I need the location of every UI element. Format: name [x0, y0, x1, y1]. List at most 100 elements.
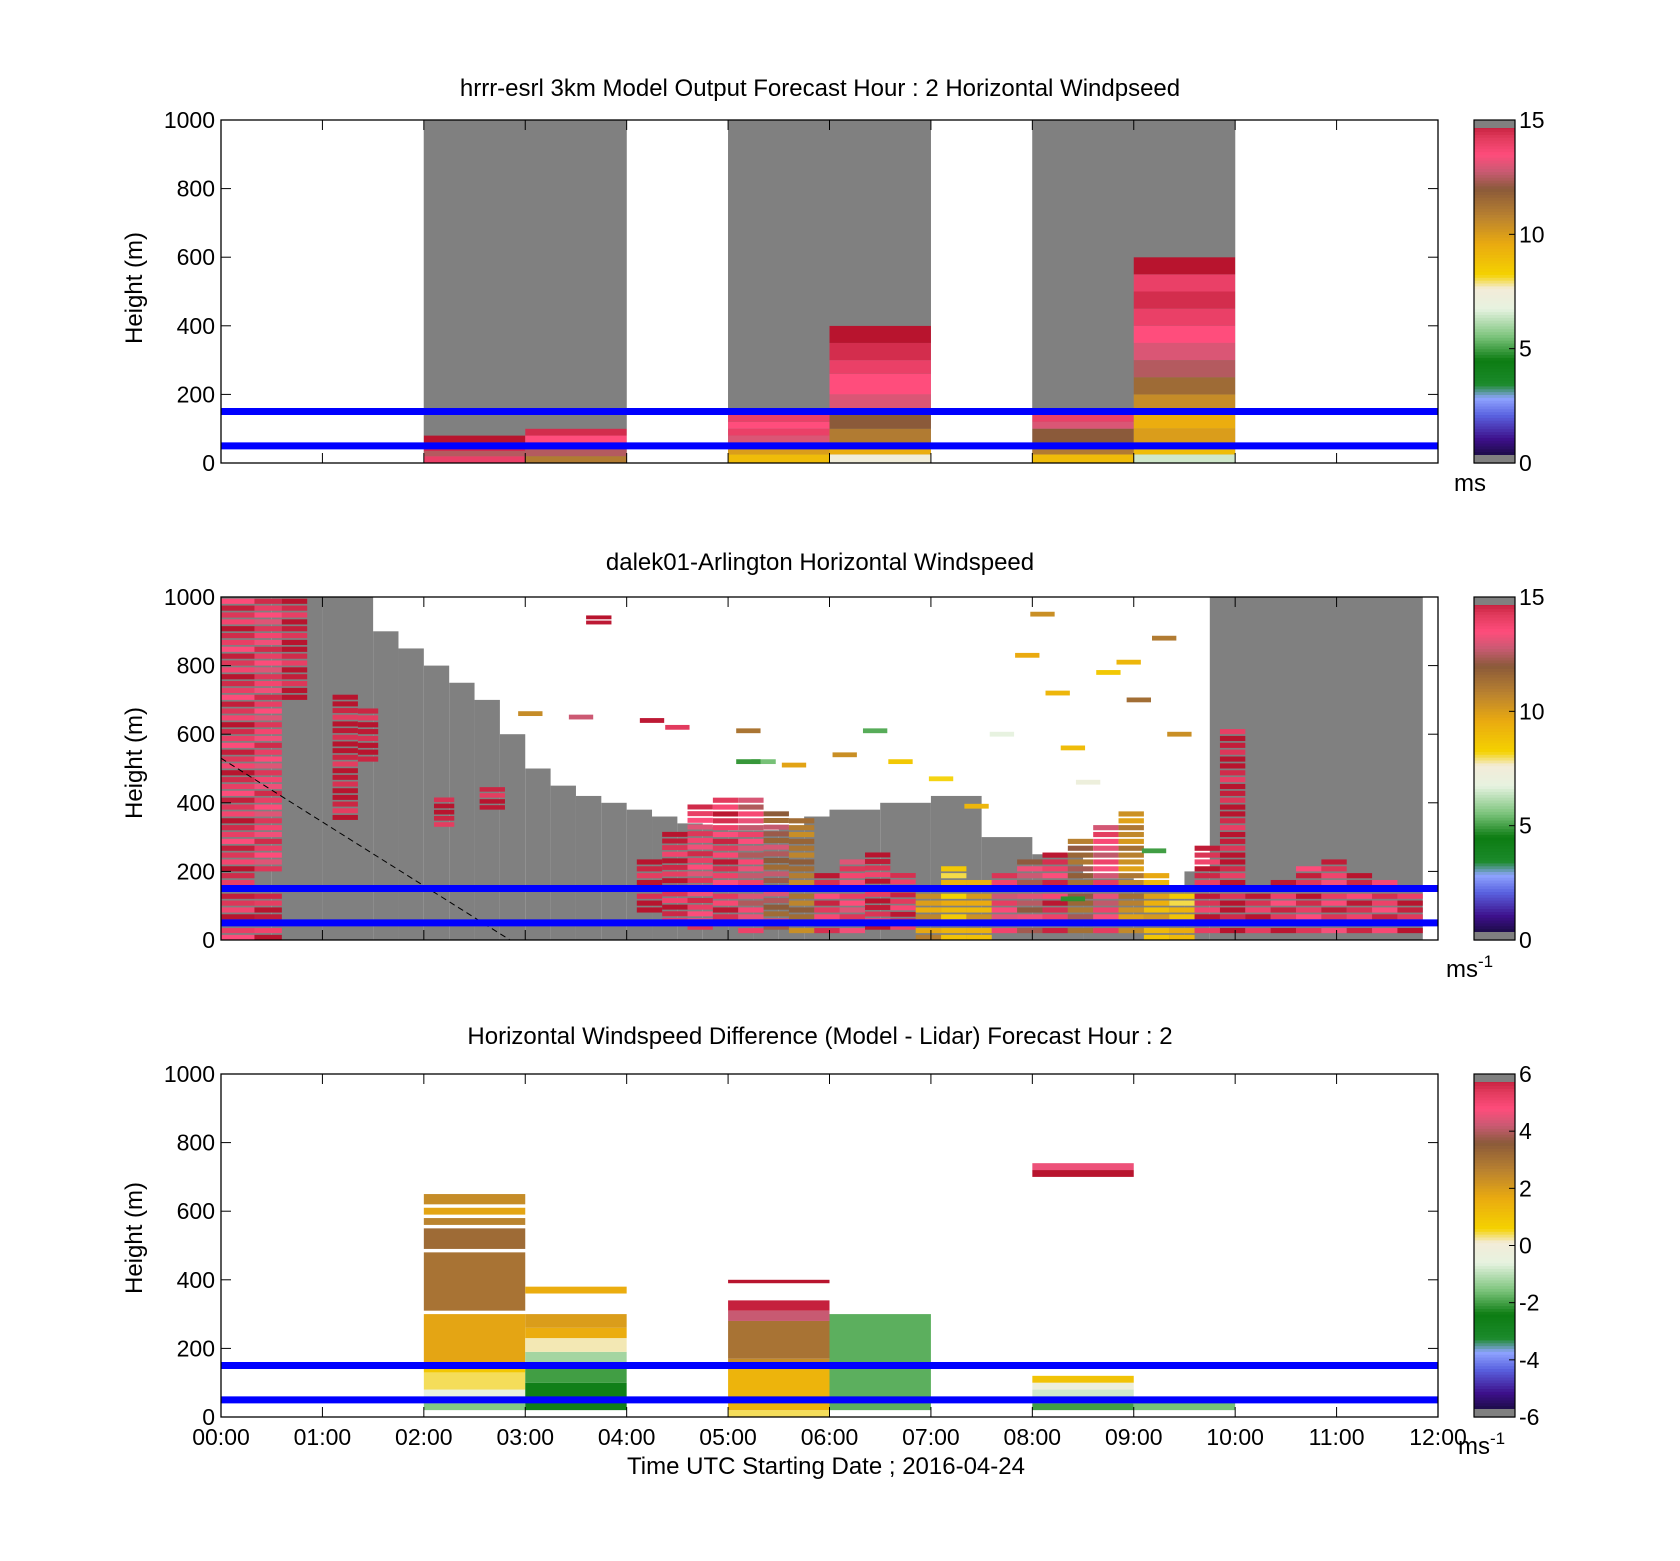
colorbar-segment	[1474, 428, 1515, 433]
heatmap-cell	[839, 893, 865, 899]
heatmap-cell	[966, 900, 992, 906]
heatmap-cell	[890, 905, 916, 911]
colorbar-segment	[1474, 1388, 1515, 1392]
heatmap-cell	[221, 667, 255, 673]
x-tick-label: 02:00	[395, 1424, 453, 1450]
heatmap-cell	[221, 866, 255, 872]
colorbar-segment	[1474, 634, 1515, 638]
heatmap-cell	[1219, 859, 1246, 865]
colorbar-segment	[1474, 659, 1515, 664]
colorbar-segment	[1474, 759, 1515, 764]
heatmap-cell	[1169, 934, 1195, 940]
heatmap-cell	[586, 615, 612, 620]
heatmap-cell	[1118, 893, 1144, 899]
heatmap-cell	[1169, 907, 1195, 913]
colorbar-segment	[1474, 1339, 1515, 1344]
colorbar-segment	[1474, 728, 1515, 732]
colorbar-segment	[1474, 214, 1515, 218]
heatmap-cell	[525, 1338, 627, 1352]
heatmap-cell	[1169, 914, 1195, 920]
heatmap-cell	[864, 898, 891, 904]
colorbar-segment	[1474, 377, 1515, 381]
colorbar-segment	[1474, 1359, 1515, 1364]
heatmap-cell	[1067, 838, 1094, 844]
heatmap-cell	[814, 927, 840, 934]
colorbar-segment	[1474, 1371, 1515, 1375]
heatmap-cell	[332, 814, 358, 820]
heatmap-cell	[357, 735, 379, 742]
colorbar-segment	[1474, 297, 1515, 301]
heatmap-cell	[1219, 879, 1246, 886]
heatmap-cell	[1118, 873, 1144, 879]
colorbar-segment	[1474, 385, 1515, 390]
heatmap-cell	[662, 878, 688, 884]
heatmap-cell	[221, 598, 255, 604]
colorbar-segment	[1474, 868, 1515, 872]
heatmap-cell	[221, 653, 255, 659]
heatmap-cell	[525, 1286, 627, 1294]
heatmap-cell	[254, 646, 282, 652]
colorbar-segment	[1474, 320, 1515, 324]
heatmap-cell	[332, 694, 358, 700]
colorbar-segment	[1474, 1348, 1515, 1352]
colorbar-segment	[1474, 1391, 1515, 1395]
heatmap-cell	[479, 787, 505, 792]
heatmap-cell	[254, 859, 282, 865]
heatmap-cell	[864, 911, 891, 917]
colorbar-segment	[1474, 1316, 1515, 1321]
heatmap-cell	[525, 456, 627, 463]
heatmap-cell	[479, 799, 505, 804]
heatmap-cell	[1346, 914, 1373, 920]
colorbar-tick-label: 15	[1519, 107, 1545, 133]
colorbar-segment	[1474, 697, 1515, 701]
heatmap-cell	[788, 818, 815, 824]
heatmap-cell	[890, 924, 916, 930]
heatmap-cell	[1118, 900, 1144, 906]
y-tick-label: 400	[177, 1267, 215, 1293]
heatmap-cell	[423, 435, 526, 443]
colorbar-segment	[1474, 751, 1515, 755]
heatmap-cell	[254, 927, 282, 934]
heatmap-cell	[1346, 893, 1373, 899]
colorbar-segment	[1474, 340, 1515, 344]
heatmap-cell	[712, 831, 739, 838]
heatmap-cell	[966, 893, 992, 899]
colorbar-segment	[1474, 631, 1515, 635]
heatmap-cell	[915, 907, 942, 913]
heatmap-cell	[221, 639, 255, 646]
colorbar-segment	[1474, 711, 1515, 715]
colorbar-segment	[1474, 788, 1515, 792]
dashed-line	[220, 757, 511, 941]
colorbar-segment	[1474, 1114, 1515, 1118]
heatmap-cell	[712, 873, 739, 879]
y-tick-label: 200	[177, 1335, 215, 1361]
heatmap-cell	[1133, 454, 1236, 463]
y-tick-label: 800	[177, 176, 215, 202]
heatmap-cell	[1397, 914, 1423, 920]
colorbar-segment	[1474, 168, 1515, 173]
colorbar-segment	[1474, 874, 1515, 878]
colorbar-segment	[1474, 762, 1515, 767]
panel-lidar-unit-base: ms	[1446, 956, 1478, 983]
panel-lidar-ylabel: Height (m)	[121, 707, 148, 819]
colorbar-segment	[1474, 1199, 1515, 1204]
colorbar-segment	[1474, 1328, 1515, 1332]
heatmap-cell	[662, 858, 688, 864]
x-tick-labels: 00:00 01:00 02:00 03:00 04:00 05:00 06:00 07:00…	[192, 1424, 1467, 1450]
heatmap-cell	[254, 845, 282, 851]
colorbar-segment	[1474, 1356, 1515, 1361]
heatmap-cell	[1245, 907, 1271, 913]
colorbar-segment	[1474, 1402, 1515, 1407]
colorbar-segment	[1474, 717, 1515, 721]
colorbar-segment	[1474, 1094, 1515, 1098]
panel-lidar-colorbar: 0 5 10 15	[1473, 584, 1545, 953]
heatmap-cell	[781, 762, 807, 768]
heatmap-cell	[221, 873, 255, 879]
heatmap-cell	[890, 892, 916, 898]
colorbar-segment	[1474, 1234, 1515, 1238]
heatmap-cell	[357, 749, 379, 755]
heatmap-cell	[433, 822, 455, 827]
colorbar-segment	[1474, 739, 1515, 744]
colorbar-segment	[1474, 911, 1515, 915]
